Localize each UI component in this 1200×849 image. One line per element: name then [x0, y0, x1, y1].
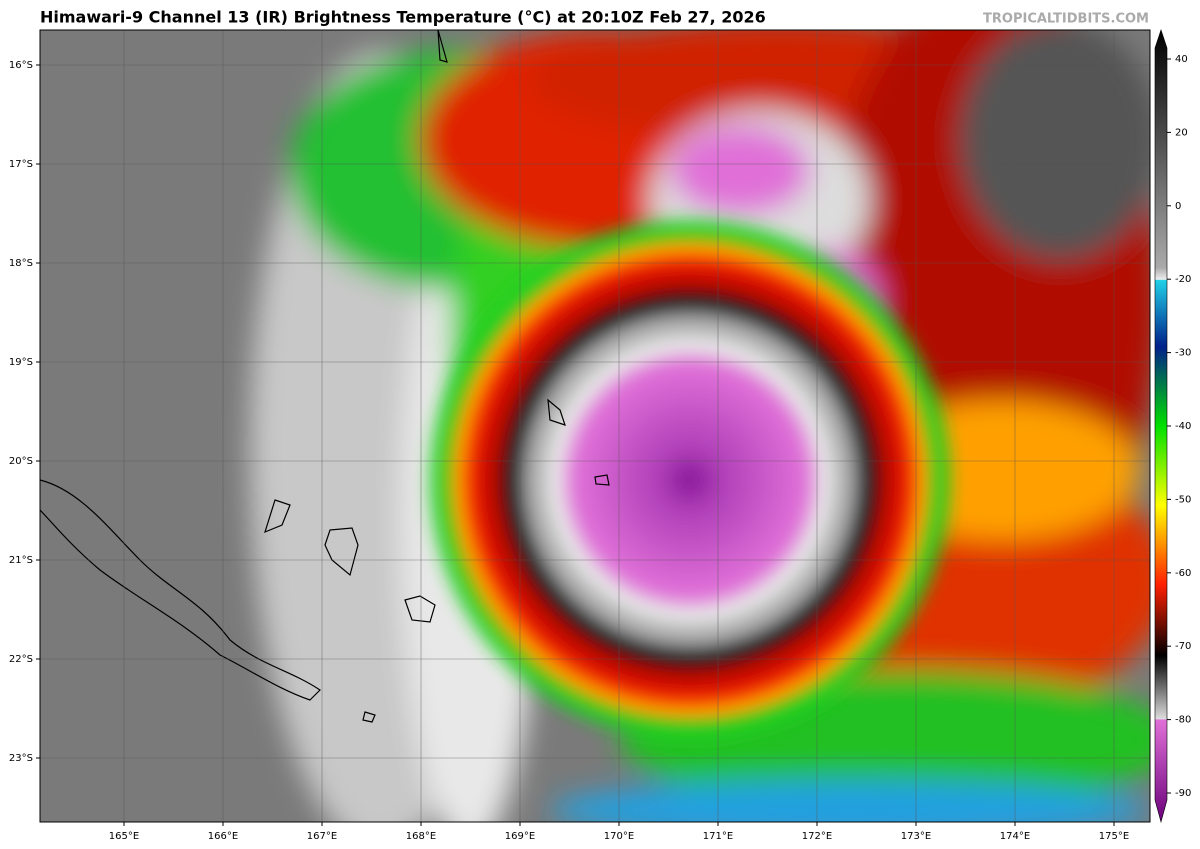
- lat-label: 22°S: [9, 654, 33, 665]
- lon-label: 173°E: [901, 831, 931, 842]
- colorbar-label: -50: [1175, 494, 1191, 505]
- lat-label: 18°S: [9, 258, 33, 269]
- lon-label: 169°E: [505, 831, 535, 842]
- lon-label: 170°E: [604, 831, 634, 842]
- colorbar-label: -70: [1175, 641, 1191, 652]
- lat-label: 16°S: [9, 60, 33, 71]
- colorbar-label: -20: [1175, 274, 1191, 285]
- lon-label: 167°E: [307, 831, 337, 842]
- lon-label: 174°E: [1000, 831, 1030, 842]
- lat-label: 23°S: [9, 753, 33, 764]
- satellite-image: [40, 30, 1150, 822]
- lat-label: 20°S: [9, 456, 33, 467]
- colorbar-label: -40: [1175, 421, 1191, 432]
- lon-label: 171°E: [703, 831, 733, 842]
- colorbar-label: -90: [1175, 788, 1191, 799]
- credit: TROPICALTIDBITS.COM: [983, 12, 1149, 27]
- colorbar-label: 0: [1175, 201, 1181, 212]
- storm-core: [420, 210, 960, 750]
- lon-label: 168°E: [406, 831, 436, 842]
- title: Himawari-9 Channel 13 (IR) Brightness Te…: [40, 8, 766, 27]
- lat-label: 19°S: [9, 357, 33, 368]
- map-frame: [39, 29, 1151, 823]
- colorbar-label: -60: [1175, 568, 1191, 579]
- colorbar-label: -30: [1175, 348, 1191, 359]
- colorbar-label: 40: [1175, 54, 1188, 65]
- lon-label: 172°E: [802, 831, 832, 842]
- lat-label: 21°S: [9, 555, 33, 566]
- colorbar-label: 20: [1175, 127, 1188, 138]
- colorbar-label: -80: [1175, 715, 1191, 726]
- lat-label: 17°S: [9, 159, 33, 170]
- lon-label: 165°E: [109, 831, 139, 842]
- colorbar: [1154, 29, 1168, 824]
- lon-label: 175°E: [1099, 831, 1129, 842]
- graticule: [40, 30, 1150, 822]
- lon-label: 166°E: [208, 831, 238, 842]
